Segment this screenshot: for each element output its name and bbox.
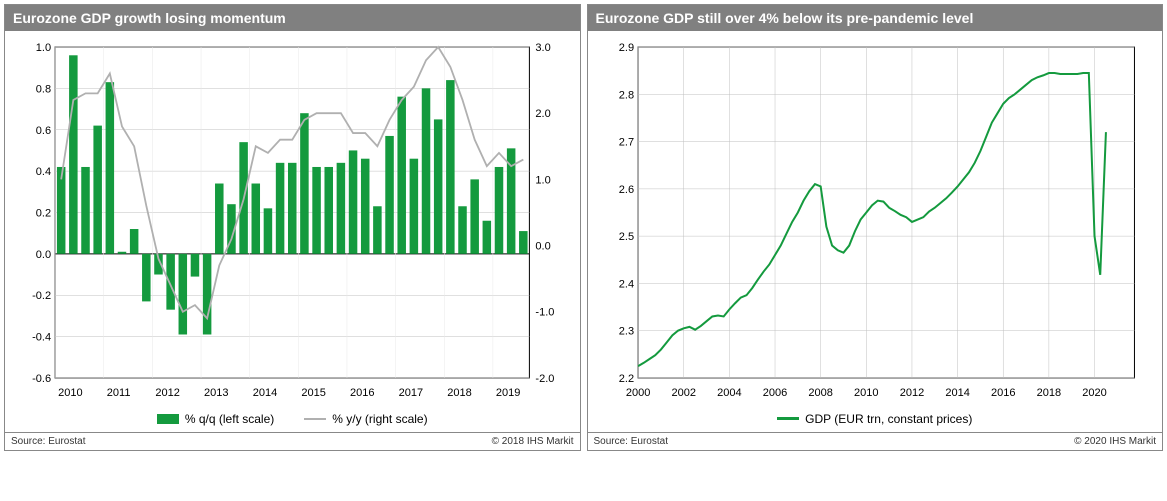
legend-item: GDP (EUR trn, constant prices): [777, 412, 972, 426]
left-panel-title: Eurozone GDP growth losing momentum: [5, 5, 580, 31]
legend-label: % y/y (right scale): [332, 412, 427, 426]
left-chart-region: -0.6 -0.4 -0.2 0.0 0.2 0.4 0.6 0.8 1.0 -2.0 -1.0 0.…: [5, 31, 580, 406]
right-legend: GDP (EUR trn, constant prices): [588, 406, 1163, 432]
svg-text:2.6: 2.6: [618, 184, 633, 196]
svg-text:2.8: 2.8: [618, 89, 633, 101]
right-footer: Source: Eurostat © 2020 IHS Markit: [588, 432, 1163, 450]
svg-text:0.6: 0.6: [36, 125, 51, 137]
svg-text:2020: 2020: [1082, 387, 1107, 399]
svg-text:2018: 2018: [1036, 387, 1061, 399]
legend-item: % y/y (right scale): [304, 412, 427, 426]
svg-text:2.4: 2.4: [618, 278, 633, 290]
right-source: Source: Eurostat: [594, 436, 668, 447]
svg-text:3.0: 3.0: [535, 42, 550, 54]
svg-text:1.0: 1.0: [36, 42, 51, 54]
right-panel-title: Eurozone GDP still over 4% below its pre…: [588, 5, 1163, 31]
svg-text:2014: 2014: [253, 387, 278, 399]
left-panel: Eurozone GDP growth losing momentum -0.6…: [4, 4, 581, 451]
svg-text:0.0: 0.0: [535, 241, 550, 253]
right-chart-svg: 2.2 2.3 2.4 2.5 2.6 2.7 2.8 2.9 2000 2002 2004 2006…: [602, 41, 1149, 402]
svg-text:0.8: 0.8: [36, 83, 51, 95]
svg-text:-0.2: -0.2: [32, 290, 51, 302]
svg-text:2016: 2016: [990, 387, 1015, 399]
svg-text:2012: 2012: [155, 387, 180, 399]
svg-text:2018: 2018: [447, 387, 472, 399]
svg-text:2.9: 2.9: [618, 42, 633, 54]
swatch-line-icon: [777, 417, 799, 420]
svg-text:2004: 2004: [717, 387, 742, 399]
right-panel: Eurozone GDP still over 4% below its pre…: [587, 4, 1164, 451]
svg-text:-2.0: -2.0: [535, 373, 554, 385]
left-legend: % q/q (left scale) % y/y (right scale): [5, 406, 580, 432]
svg-text:2012: 2012: [899, 387, 924, 399]
svg-text:0.4: 0.4: [36, 166, 51, 178]
swatch-bar-icon: [157, 414, 179, 424]
svg-text:2.3: 2.3: [618, 326, 633, 338]
swatch-line-icon: [304, 418, 326, 420]
svg-text:2.5: 2.5: [618, 231, 633, 243]
legend-item: % q/q (left scale): [157, 412, 274, 426]
svg-text:2015: 2015: [301, 387, 326, 399]
svg-text:0.2: 0.2: [36, 207, 51, 219]
left-copyright: © 2018 IHS Markit: [492, 436, 574, 447]
left-source: Source: Eurostat: [11, 436, 85, 447]
svg-text:1.0: 1.0: [535, 174, 550, 186]
left-chart-svg: -0.6 -0.4 -0.2 0.0 0.2 0.4 0.6 0.8 1.0 -2.0 -1.0 0.…: [19, 41, 566, 402]
right-copyright: © 2020 IHS Markit: [1074, 436, 1156, 447]
charts-container: Eurozone GDP growth losing momentum -0.6…: [0, 0, 1167, 455]
svg-text:2008: 2008: [808, 387, 833, 399]
svg-text:-0.6: -0.6: [32, 373, 51, 385]
legend-label: GDP (EUR trn, constant prices): [805, 412, 972, 426]
svg-text:2017: 2017: [399, 387, 424, 399]
svg-text:2.7: 2.7: [618, 137, 633, 149]
right-chart-region: 2.2 2.3 2.4 2.5 2.6 2.7 2.8 2.9 2000 2002 2004 2006…: [588, 31, 1163, 406]
svg-text:2013: 2013: [204, 387, 229, 399]
svg-text:2002: 2002: [671, 387, 696, 399]
svg-text:-1.0: -1.0: [535, 307, 554, 319]
svg-text:2000: 2000: [625, 387, 650, 399]
svg-text:-0.4: -0.4: [32, 332, 51, 344]
svg-text:0.0: 0.0: [36, 249, 51, 261]
svg-text:2.0: 2.0: [535, 108, 550, 120]
svg-text:2014: 2014: [945, 387, 970, 399]
left-footer: Source: Eurostat © 2018 IHS Markit: [5, 432, 580, 450]
svg-text:2019: 2019: [496, 387, 521, 399]
svg-text:2016: 2016: [350, 387, 375, 399]
svg-text:2.2: 2.2: [618, 373, 633, 385]
svg-text:2006: 2006: [762, 387, 787, 399]
svg-text:2010: 2010: [58, 387, 83, 399]
svg-text:2010: 2010: [854, 387, 879, 399]
svg-text:2011: 2011: [107, 387, 131, 399]
legend-label: % q/q (left scale): [185, 412, 274, 426]
